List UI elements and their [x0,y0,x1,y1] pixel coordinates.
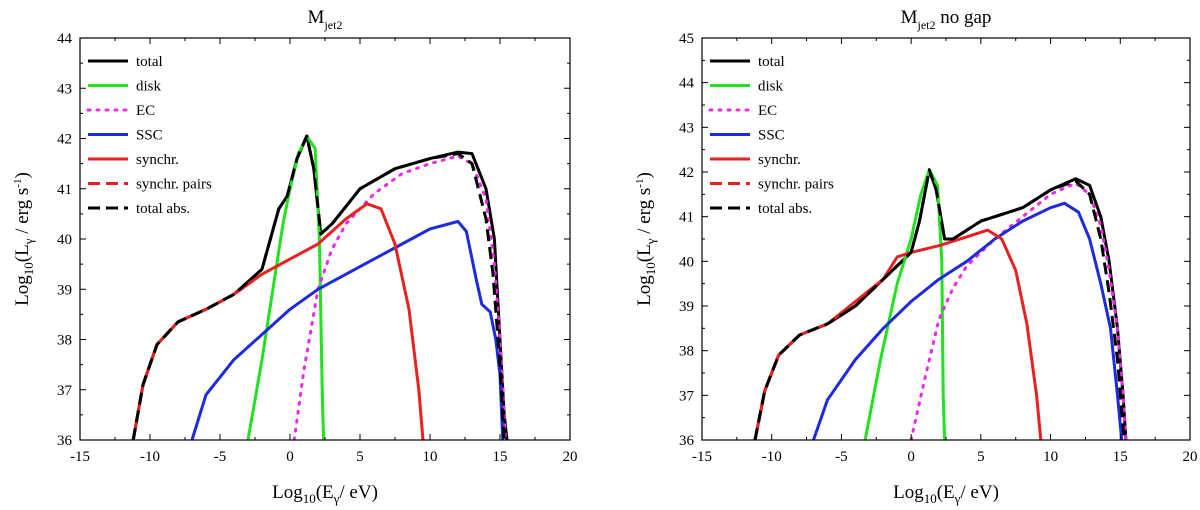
legend-label-pairs: synchr. pairs [758,177,834,193]
legend-label-total: total [758,54,785,70]
legend-label-ssc: SSC [136,128,163,144]
x-tick-label: -10 [140,449,160,465]
y-tick-label: 44 [679,76,695,92]
x-tick-label: 5 [356,449,364,465]
x-tick-label: 10 [1043,449,1058,465]
x-tick-label: -15 [692,449,712,465]
x-tick-label: 20 [563,449,578,465]
x-tick-label: 0 [286,449,294,465]
y-tick-label: 37 [679,388,695,404]
legend-label-ssc: SSC [758,128,785,144]
x-tick-label: 20 [1183,449,1198,465]
y-tick-label: 42 [679,165,694,181]
x-tick-label: -5 [835,449,848,465]
x-tick-label: 10 [423,449,438,465]
legend-label-disk: disk [136,79,162,95]
legend-label-ec: EC [758,103,777,119]
series-line-totabs [131,134,506,440]
legend-label-totabs: total abs. [758,201,812,217]
x-axis-title: Log10(Eγ/ eV) [893,482,999,506]
y-tick-label: 40 [57,232,72,248]
y-tick-label: 39 [57,282,72,298]
series-line-totabs [753,168,1126,440]
legend-label-disk: disk [758,79,784,95]
chart-title: Mjet2 no gap [901,7,992,32]
y-tick-label: 43 [679,120,694,136]
chart-panel-1: -15 -10 -5 0 5 10 15 20 36 37 38 39 40 41 42 43 44 Mjet2 L… [12,7,578,506]
y-tick-label: 39 [679,299,694,315]
series-line-ec [909,181,1128,440]
y-tick-label: 36 [679,433,695,449]
y-tick-label: 44 [57,31,73,47]
chart-title: Mjet2 [308,7,343,32]
y-tick-label: 41 [57,182,72,198]
y-tick-label: 41 [679,210,694,226]
y-axis-title: Log10(Lγ / erg s-1) [634,172,658,306]
x-tick-label: -5 [214,449,227,465]
x-tick-label: -10 [762,449,782,465]
series-group [753,168,1128,440]
series-group [131,134,509,440]
y-axis-title: Log10(Lγ / erg s-1) [12,172,36,306]
legend-label-pairs: synchr. pairs [136,177,212,193]
series-line-disk [246,134,326,440]
legend: total disk EC SSC synchr. synchr. pairs total … [708,54,834,217]
legend-label-totabs: total abs. [136,201,190,217]
y-tick-label: 38 [679,344,694,360]
series-line-ec [292,154,508,440]
x-tick-label: -15 [70,449,90,465]
legend-label-synchr: synchr. [758,152,801,168]
series-line-ssc [812,201,1124,440]
x-axis-title: Log10(Eγ/ eV) [272,482,378,506]
y-tick-label: 37 [57,383,73,399]
legend: total disk EC SSC synchr. synchr. pairs total … [86,54,212,217]
x-tick-label: 0 [907,449,915,465]
y-tick-label: 45 [679,31,694,47]
series-line-disk [863,168,947,440]
x-tick-label: 15 [1113,449,1128,465]
x-tick-label: 5 [977,449,985,465]
y-tick-label: 40 [679,254,694,270]
x-tick-label: 15 [493,449,508,465]
y-tick-label: 36 [57,433,73,449]
legend-label-ec: EC [136,103,155,119]
legend-label-total: total [136,54,163,70]
chart-panel-2: -15 -10 -5 0 5 10 15 20 36 37 38 39 40 41 42 43 44 45 Mjet… [634,7,1198,506]
y-tick-label: 38 [57,333,72,349]
series-line-ssc [190,219,505,440]
y-tick-label: 43 [57,81,72,97]
legend-label-synchr: synchr. [136,152,179,168]
y-tick-label: 42 [57,132,72,148]
